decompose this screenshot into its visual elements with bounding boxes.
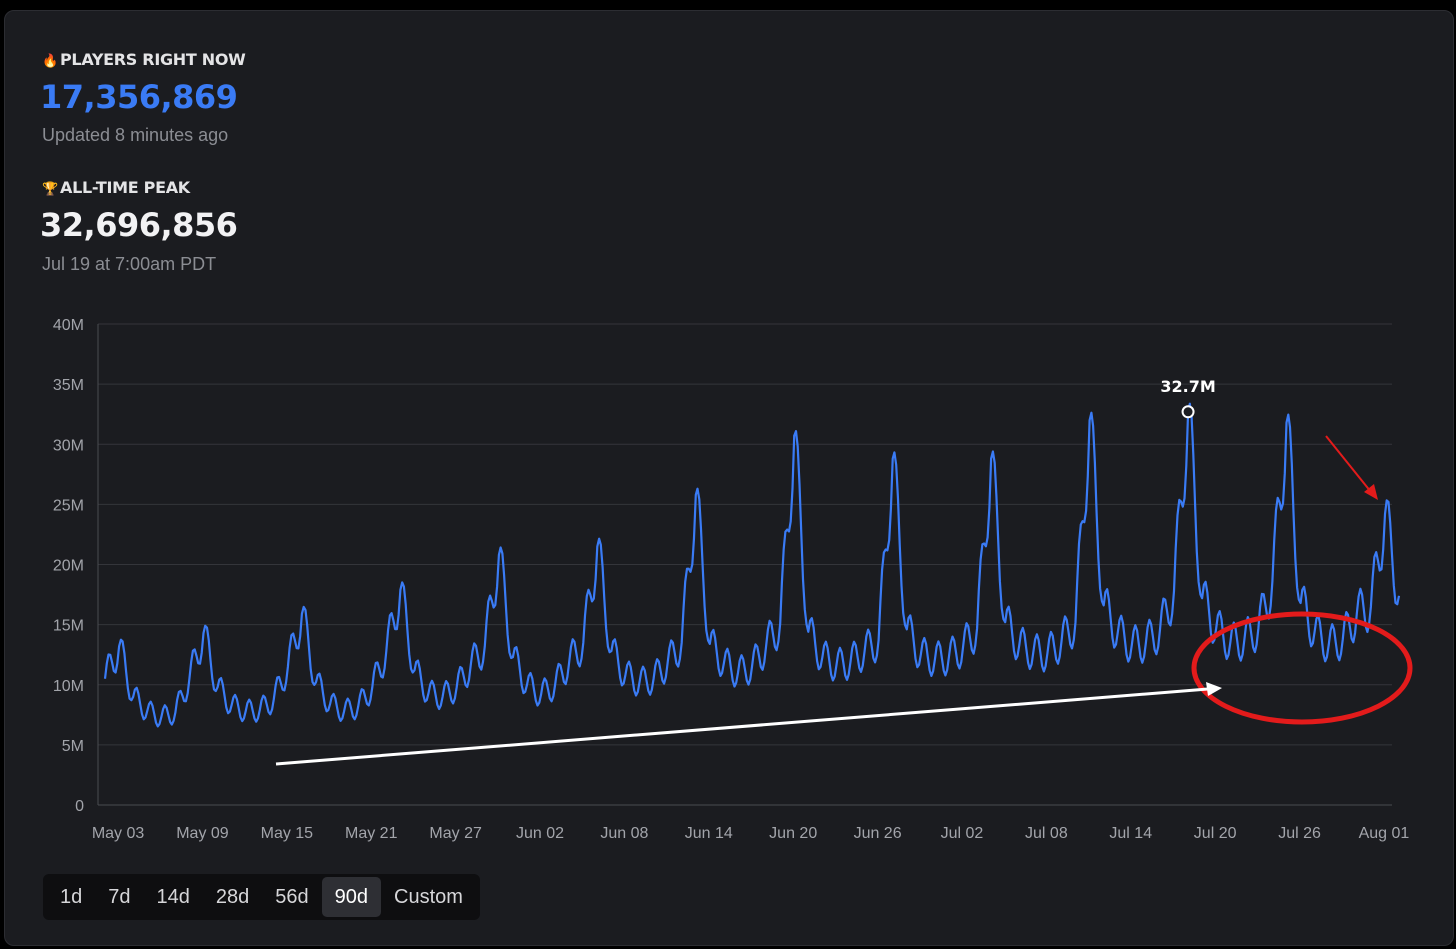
annotations: [275, 435, 1413, 766]
red-arrow-head: [1364, 484, 1378, 500]
y-tick-label: 5M: [62, 738, 84, 755]
players-now-value: 17,356,869: [40, 78, 238, 116]
all-time-peak-label: 🏆 ALL-TIME PEAK: [42, 178, 190, 197]
y-tick-label: 30M: [53, 437, 84, 454]
peak-marker: 32.7M: [1160, 377, 1216, 419]
x-tick-label: Jul 26: [1278, 825, 1321, 842]
range-button-7d[interactable]: 7d: [108, 886, 131, 908]
y-tick-label: 15M: [53, 618, 84, 635]
all-time-peak-value: 32,696,856: [40, 206, 238, 244]
range-button-custom[interactable]: Custom: [394, 886, 463, 908]
range-button-90d[interactable]: 90d: [321, 877, 381, 917]
red-circle-annotation: [1191, 611, 1413, 725]
x-tick-label: May 27: [429, 825, 482, 842]
x-tick-label: May 15: [261, 825, 314, 842]
range-button-14d[interactable]: 14d: [156, 886, 190, 908]
y-tick-label: 0: [75, 798, 84, 815]
y-tick-label: 40M: [53, 317, 84, 334]
x-tick-label: Jul 02: [941, 825, 984, 842]
chart-grid: [97, 323, 1392, 806]
range-button-1d[interactable]: 1d: [60, 886, 83, 908]
stats-panel: [4, 10, 1454, 946]
updated-text: Updated 8 minutes ago: [42, 125, 229, 145]
y-tick-label: 35M: [53, 377, 84, 394]
player-count-line: [103, 402, 1401, 728]
x-tick-label: Jul 08: [1025, 825, 1068, 842]
x-axis-ticks: May 03 May 09 May 15 May 21 May 27 Jun 02 Jun …: [92, 825, 1410, 842]
x-tick-label: Jun 14: [685, 825, 733, 842]
range-button-56d[interactable]: 56d: [275, 886, 309, 908]
flame-icon: 🔥: [42, 54, 58, 69]
peak-value-label: 32.7M: [1160, 377, 1215, 396]
x-tick-label: Jun 08: [600, 825, 648, 842]
peak-point: [1181, 405, 1195, 419]
players-now-label: 🔥 PLAYERS RIGHT NOW: [42, 50, 246, 69]
x-tick-label: Jun 02: [516, 825, 564, 842]
red-arrow-shaft: [1325, 435, 1372, 493]
x-tick-label: May 03: [92, 825, 145, 842]
y-tick-label: 25M: [53, 497, 84, 514]
white-arrow-head: [1206, 682, 1222, 696]
y-tick-label: 20M: [53, 558, 84, 575]
x-tick-label: May 09: [176, 825, 229, 842]
range-selector: 1d 7d 14d 28d 56d 90d Custom: [43, 874, 480, 920]
peak-date-text: Jul 19 at 7:00am PDT: [42, 254, 217, 274]
trophy-icon: 🏆: [42, 182, 58, 197]
x-tick-label: Jul 14: [1109, 825, 1152, 842]
range-button-28d[interactable]: 28d: [215, 886, 250, 908]
y-axis-ticks: 0 5M 10M 15M 20M 25M 30M 35M 40M: [53, 317, 84, 815]
white-trend-line: [275, 687, 1209, 766]
x-tick-label: Aug 01: [1359, 825, 1410, 842]
y-tick-label: 10M: [53, 678, 84, 695]
x-tick-label: Jun 26: [854, 825, 902, 842]
x-tick-label: Jun 20: [769, 825, 817, 842]
x-tick-label: May 21: [345, 825, 398, 842]
x-tick-label: Jul 20: [1194, 825, 1237, 842]
